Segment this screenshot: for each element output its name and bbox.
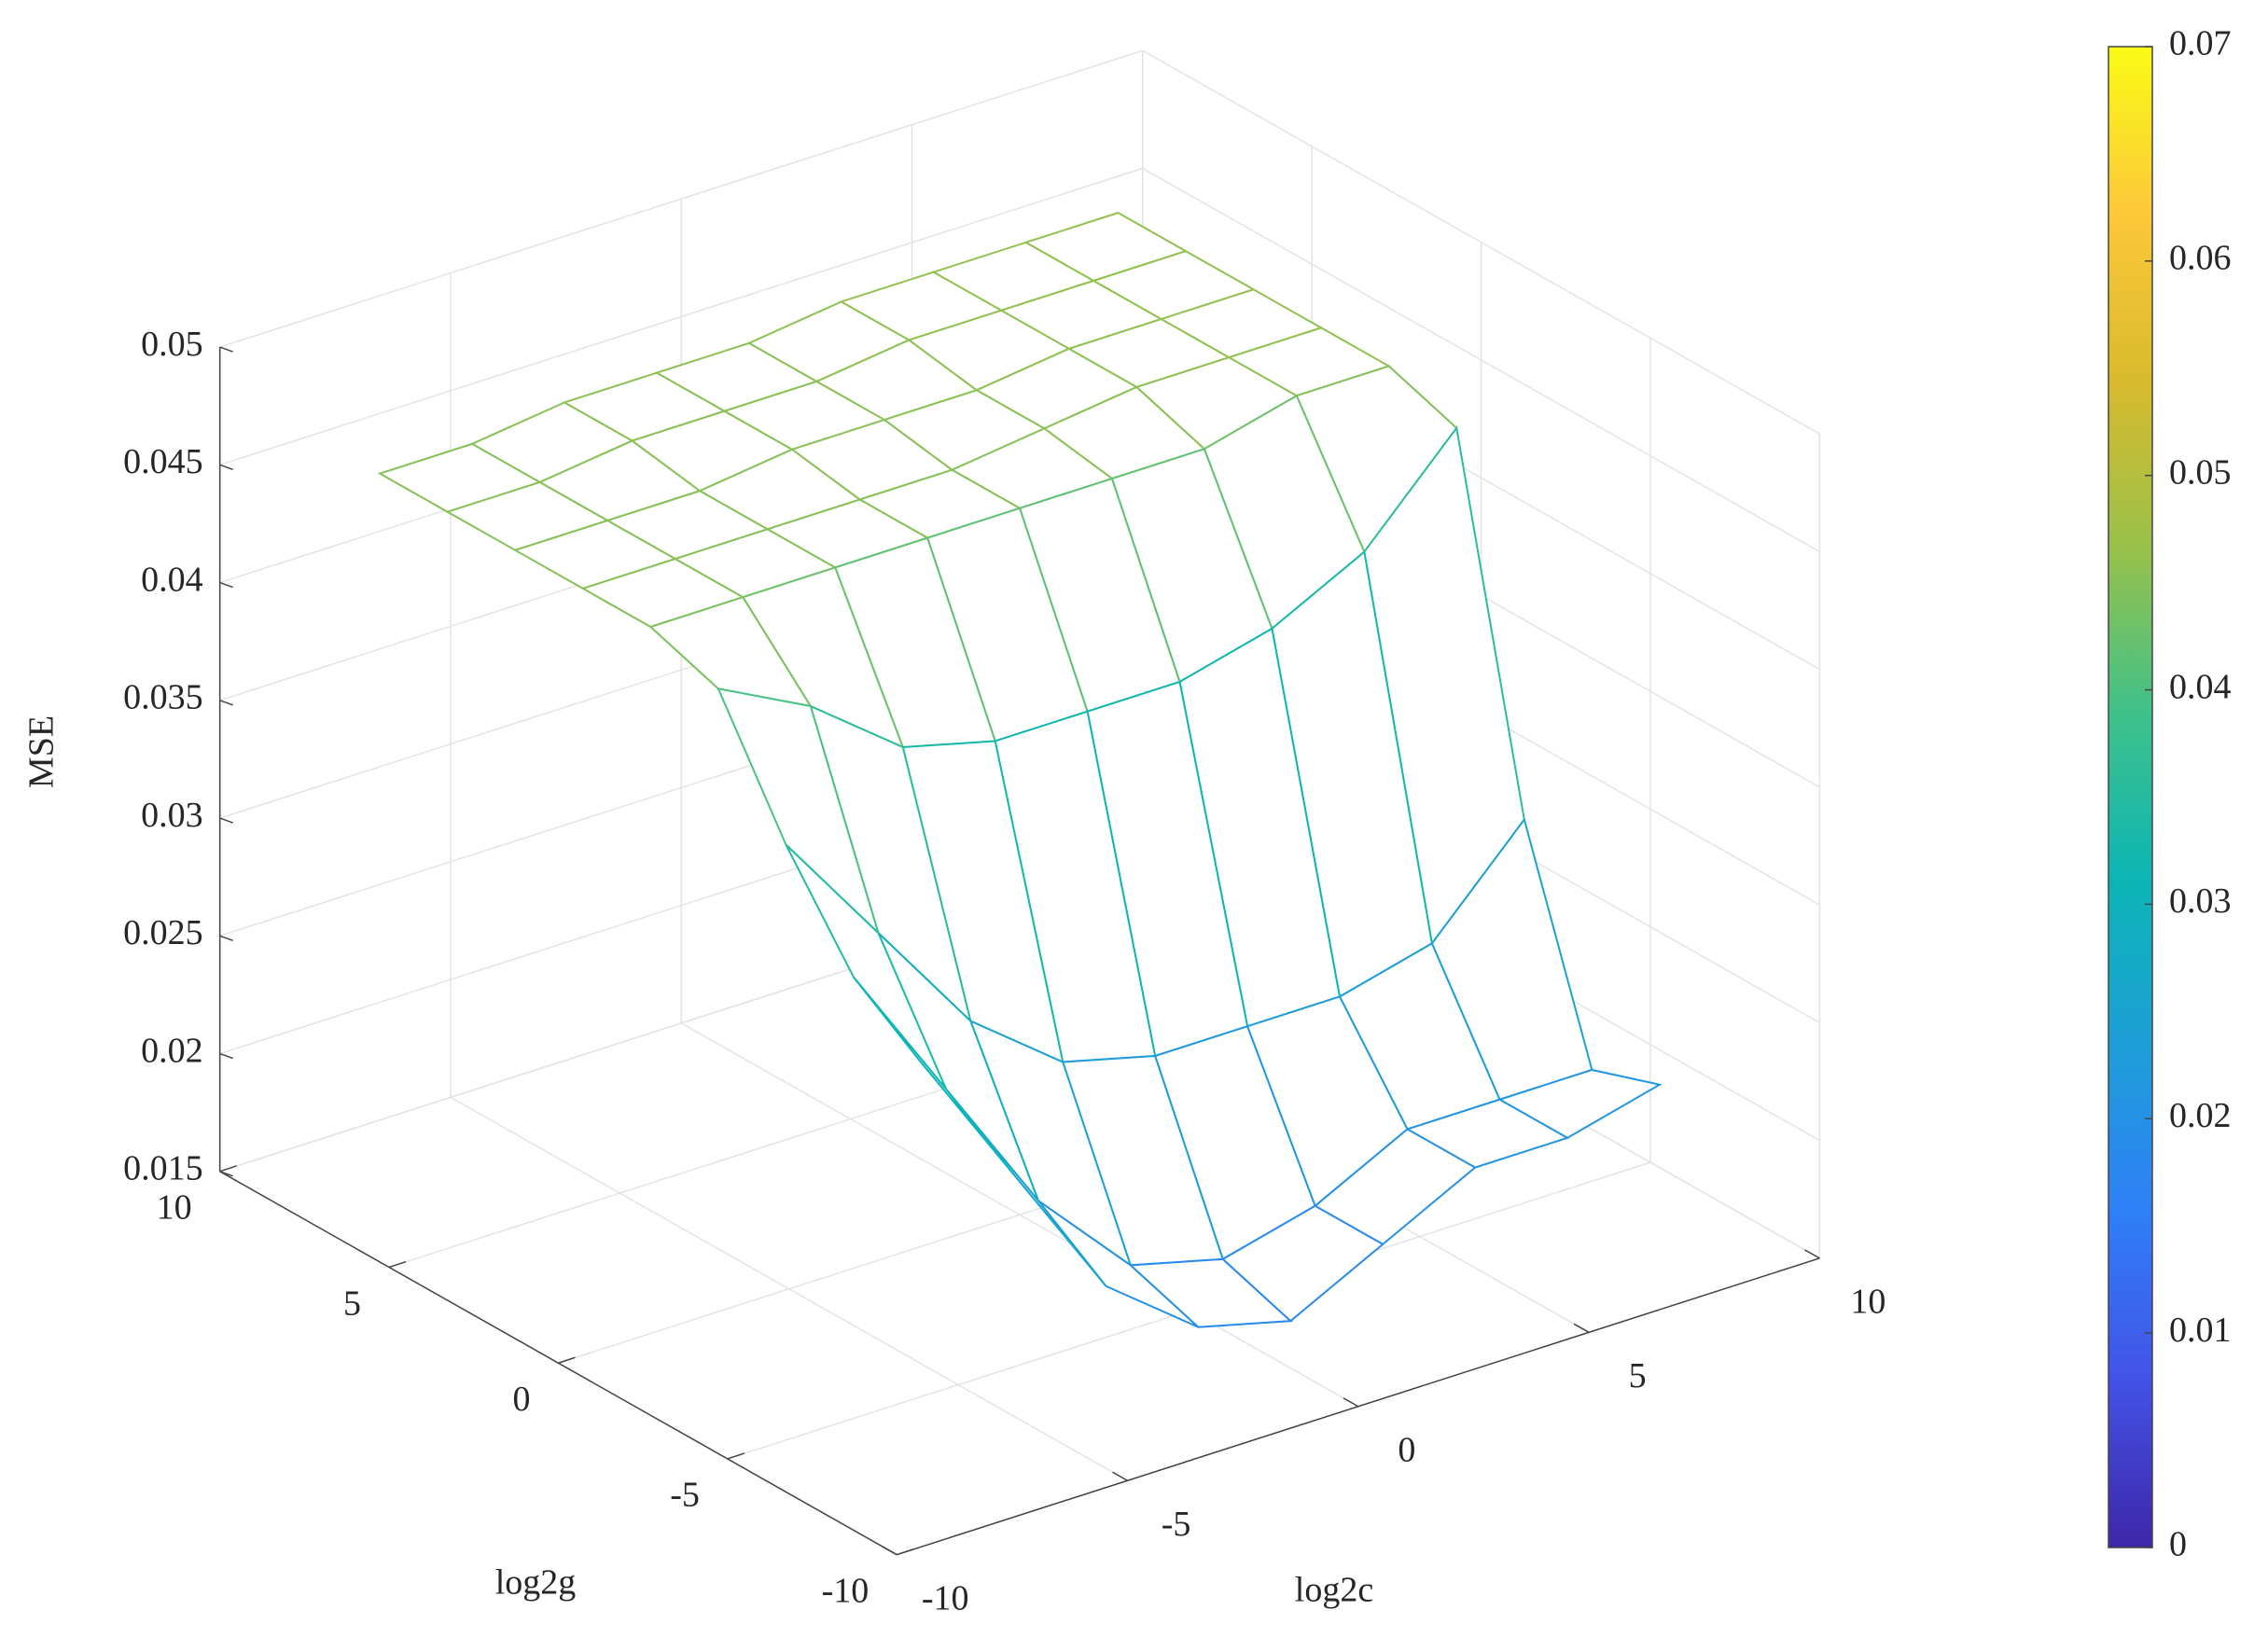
mesh-cell bbox=[853, 977, 1015, 1175]
z-tick-label: 0.015 bbox=[123, 1149, 203, 1188]
z-tick bbox=[219, 1171, 233, 1177]
colorbar bbox=[2108, 46, 2153, 1548]
z-tick-label: 0.025 bbox=[123, 913, 203, 952]
z-tick bbox=[219, 700, 233, 706]
z-tick-label: 0.045 bbox=[123, 442, 203, 481]
colorbar-tick-label: 0.05 bbox=[2169, 452, 2232, 492]
y-axis-label: log2g bbox=[495, 1563, 577, 1603]
grid-line bbox=[1142, 167, 1820, 553]
y-tick-label: -5 bbox=[670, 1476, 700, 1515]
colorbar-tick-label: 0.04 bbox=[2169, 667, 2232, 706]
y-tick-label: -10 bbox=[822, 1571, 870, 1610]
z-tick-label: 0.03 bbox=[141, 796, 203, 835]
z-tick bbox=[219, 581, 233, 589]
z-tick-label: 0.04 bbox=[141, 560, 203, 599]
y-tick bbox=[727, 1452, 745, 1460]
grid-line bbox=[219, 167, 1144, 466]
x-tick-label: 5 bbox=[1629, 1356, 1647, 1395]
grid-line bbox=[219, 49, 1144, 348]
z-tick bbox=[219, 464, 233, 471]
x-tick bbox=[881, 1546, 897, 1556]
y-tick bbox=[219, 1165, 237, 1173]
colorbar-tick-label: 0.01 bbox=[2169, 1311, 2232, 1350]
y-tick bbox=[558, 1356, 576, 1364]
x-tick bbox=[1573, 1323, 1590, 1333]
z-tick bbox=[219, 346, 233, 353]
y-tick-label: 0 bbox=[512, 1380, 530, 1419]
x-tick bbox=[1804, 1249, 1820, 1259]
x-tick-label: 0 bbox=[1398, 1430, 1415, 1469]
z-axis-label: MSE bbox=[22, 715, 62, 788]
colorbar-tick-label: 0.02 bbox=[2169, 1096, 2232, 1135]
colorbar-tick-label: 0.06 bbox=[2169, 239, 2232, 278]
colorbar-tick-label: 0.07 bbox=[2169, 24, 2232, 63]
colorbar-tick-label: 0.03 bbox=[2169, 881, 2232, 921]
y-tick-label: 10 bbox=[157, 1188, 192, 1228]
z-tick bbox=[219, 935, 233, 942]
colorbar-tick-label: 0 bbox=[2169, 1525, 2187, 1564]
z-tick bbox=[219, 817, 233, 824]
z-tick-label: 0.035 bbox=[123, 678, 203, 717]
x-tick bbox=[1112, 1471, 1128, 1481]
x-tick-label: -10 bbox=[922, 1578, 969, 1617]
y-tick bbox=[388, 1260, 407, 1269]
x-tick-label: 10 bbox=[1850, 1283, 1885, 1322]
grid-line bbox=[1142, 49, 1820, 435]
x-tick-label: -5 bbox=[1162, 1505, 1191, 1544]
x-tick bbox=[1343, 1397, 1359, 1408]
y-tick-label: 5 bbox=[343, 1284, 361, 1323]
y-tick bbox=[897, 1548, 914, 1556]
z-tick-label: 0.05 bbox=[141, 325, 203, 364]
x-axis-label: log2c bbox=[1295, 1571, 1373, 1610]
z-tick bbox=[219, 1052, 233, 1060]
z-tick-label: 0.02 bbox=[141, 1031, 203, 1070]
